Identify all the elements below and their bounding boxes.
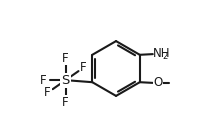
Text: O: O: [153, 76, 162, 89]
Text: F: F: [80, 61, 87, 74]
Text: 2: 2: [162, 52, 168, 61]
Text: F: F: [40, 74, 47, 87]
Text: F: F: [62, 96, 69, 109]
Text: F: F: [44, 86, 51, 99]
Text: S: S: [61, 74, 70, 87]
Text: NH: NH: [153, 47, 171, 60]
Text: F: F: [62, 52, 69, 65]
